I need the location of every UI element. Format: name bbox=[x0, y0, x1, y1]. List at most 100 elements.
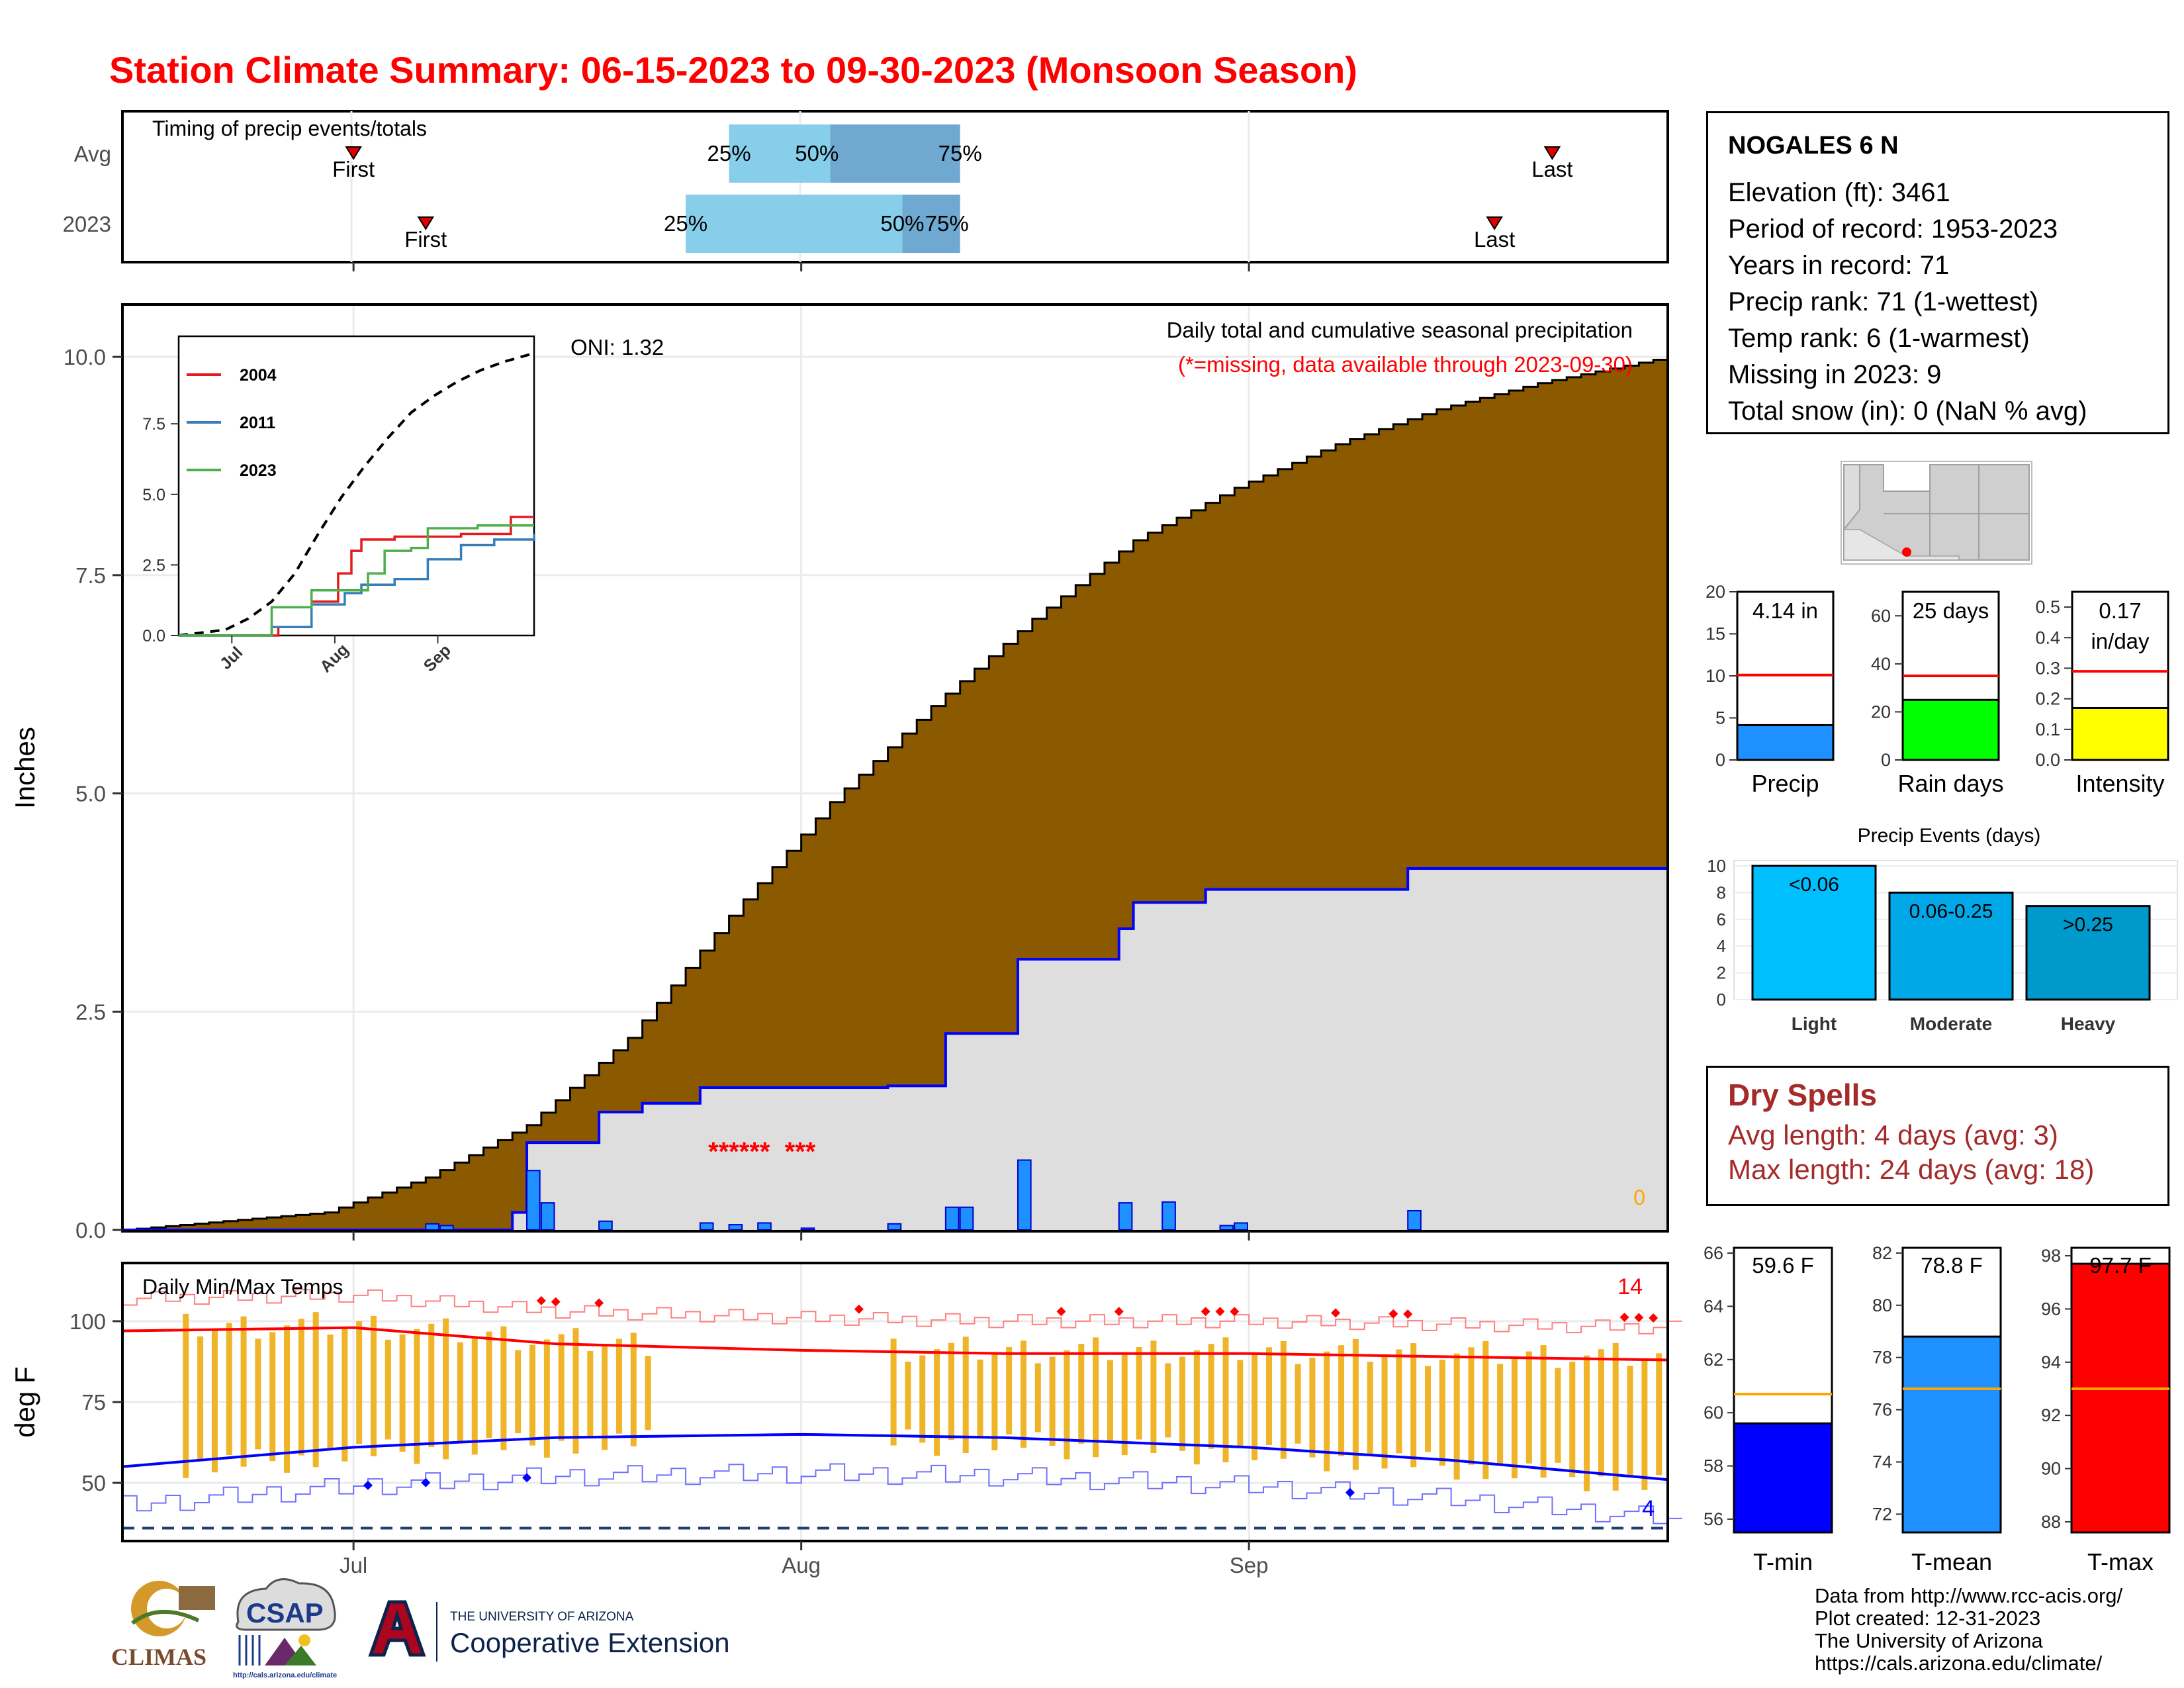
daily-temp-bar bbox=[471, 1336, 478, 1455]
events-y-tick: 6 bbox=[1717, 910, 1726, 929]
record-high-marker bbox=[1619, 1313, 1629, 1323]
daily-temp-bar bbox=[1034, 1363, 1041, 1432]
temp-bar-name: T-max bbox=[2087, 1548, 2154, 1575]
daily-temp-bar bbox=[197, 1336, 204, 1461]
mini-bar-value-unit: in/day bbox=[2091, 629, 2150, 653]
ua-logo: THE UNIVERSITY OF ARIZONA Cooperative Ex… bbox=[368, 1600, 730, 1662]
record-high-marker bbox=[551, 1297, 561, 1307]
daily-temp-bar bbox=[1425, 1366, 1432, 1452]
daily-precip-bar bbox=[887, 1223, 902, 1231]
daily-temp-bar bbox=[1208, 1344, 1214, 1449]
daily-temp-bar bbox=[1093, 1337, 1099, 1458]
mini-bar-y-tick: 20 bbox=[1706, 582, 1725, 602]
daily-temp-bar bbox=[1107, 1360, 1113, 1442]
first-event-label: First bbox=[332, 157, 375, 181]
daily-temp-bar bbox=[1641, 1359, 1648, 1490]
daily-temp-bar bbox=[1295, 1364, 1301, 1444]
station-snow: Total snow (in): 0 (NaN % avg) bbox=[1728, 397, 2087, 426]
daily-temp-bar bbox=[1020, 1340, 1026, 1448]
avg-min-temp-line bbox=[122, 1432, 1668, 1481]
station-elevation: Elevation (ft): 3461 bbox=[1728, 178, 1950, 207]
zero-precip-count: 0 bbox=[1633, 1186, 1645, 1209]
temp-bar-y-tick: 78 bbox=[1872, 1348, 1892, 1368]
inset-legend-label: 2004 bbox=[240, 366, 277, 385]
daily-precip-bar bbox=[944, 1206, 960, 1231]
record-high-marker bbox=[854, 1304, 864, 1314]
daily-temp-bar bbox=[919, 1355, 926, 1443]
record-high-marker bbox=[1201, 1307, 1210, 1317]
daily-temp-bar bbox=[1265, 1347, 1272, 1445]
temp-bar-y-tick: 90 bbox=[2041, 1459, 2061, 1479]
timing-row-label: Avg bbox=[74, 142, 111, 166]
csap-logo: CSAP http://cals.arizona.edu/climate bbox=[233, 1578, 337, 1679]
dry-spells-box: Dry Spells Avg length: 4 days (avg: 3) M… bbox=[1706, 1066, 2169, 1206]
record-high-marker bbox=[594, 1298, 604, 1308]
mini-bar-y-tick: 40 bbox=[1871, 654, 1891, 674]
daily-temp-bar bbox=[515, 1350, 522, 1434]
inset-legend-label: 2023 bbox=[240, 461, 277, 480]
ua-name: THE UNIVERSITY OF ARIZONA bbox=[450, 1610, 634, 1624]
credit-data-source: Data from http://www.rcc-acis.org/ bbox=[1815, 1584, 2123, 1607]
climas-logo: CLIMAS bbox=[111, 1581, 215, 1670]
precip-y-axis-label: Inches bbox=[9, 727, 40, 809]
temp-bar-y-tick: 94 bbox=[2041, 1352, 2061, 1372]
p50-label: 50% bbox=[880, 211, 924, 236]
temp-chart-title: Daily Min/Max Temps bbox=[142, 1275, 343, 1299]
temp-bar-y-tick: 58 bbox=[1704, 1456, 1723, 1476]
daily-temp-bar bbox=[962, 1336, 969, 1454]
daily-temp-bar bbox=[370, 1315, 377, 1456]
timing-row-label: 2023 bbox=[63, 212, 111, 236]
station-info-box: NOGALES 6 N Elevation (ft): 3461 Period … bbox=[1706, 111, 2169, 434]
daily-temp-bar bbox=[1656, 1353, 1662, 1476]
record-high-count: 14 bbox=[1617, 1274, 1643, 1299]
events-bar bbox=[1888, 891, 2014, 1001]
last-event-label: Last bbox=[1531, 157, 1572, 181]
mini-bar-value-label: 4.14 in bbox=[1752, 598, 1818, 623]
daily-precip-bar bbox=[425, 1223, 439, 1231]
inset-series-2023 bbox=[179, 524, 534, 637]
timing-box-lower bbox=[729, 124, 831, 183]
station-precip-rank: Precip rank: 71 (1-wettest) bbox=[1728, 287, 2039, 316]
precip-chart-title: Daily total and cumulative seasonal prec… bbox=[1167, 318, 1633, 342]
p25-label: 25% bbox=[707, 141, 751, 165]
daily-temp-bar bbox=[457, 1342, 463, 1443]
p50-label: 50% bbox=[795, 141, 839, 165]
daily-temp-bar bbox=[500, 1326, 507, 1450]
mini-bar-y-tick: 20 bbox=[1871, 702, 1891, 722]
daily-temp-bar bbox=[991, 1353, 998, 1450]
temp-bar-y-tick: 60 bbox=[1704, 1403, 1723, 1423]
temp-bar-value bbox=[2070, 1262, 2171, 1534]
precip-y-tick: 2.5 bbox=[75, 1000, 106, 1024]
timing-box-upper bbox=[902, 195, 960, 253]
missing-days-marks: ****** *** bbox=[708, 1137, 816, 1166]
record-high-marker bbox=[1230, 1307, 1240, 1317]
timing-box-lower bbox=[686, 195, 903, 253]
temp-bar-y-tick: 66 bbox=[1704, 1243, 1723, 1263]
daily-temp-bar bbox=[1410, 1343, 1417, 1468]
daily-precip-bar bbox=[1161, 1201, 1176, 1231]
daily-temp-bar bbox=[1497, 1364, 1504, 1464]
daily-temp-bar bbox=[226, 1323, 232, 1455]
temp-y-tick: 50 bbox=[81, 1471, 106, 1495]
events-bar-label: <0.06 bbox=[1789, 874, 1839, 896]
daily-temp-bar bbox=[1584, 1355, 1590, 1491]
record-low-count: 4 bbox=[1642, 1496, 1655, 1521]
daily-temp-bar bbox=[1006, 1346, 1013, 1434]
daily-temp-bar bbox=[298, 1319, 304, 1456]
temp-x-tick: Jul bbox=[340, 1553, 367, 1577]
mini-bar-y-tick: 0.0 bbox=[2035, 750, 2060, 770]
daily-temp-bar bbox=[414, 1329, 420, 1464]
mini-bar-name: Rain days bbox=[1897, 770, 2003, 797]
oni-value: ONI: 1.32 bbox=[570, 335, 664, 359]
temp-y-tick: 100 bbox=[69, 1309, 106, 1334]
temp-bar-y-tick: 72 bbox=[1872, 1504, 1892, 1524]
temp-bar-y-tick: 76 bbox=[1872, 1400, 1892, 1420]
mini-bar-y-tick: 10 bbox=[1706, 666, 1725, 686]
dry-avg-length: Avg length: 4 days (avg: 3) bbox=[1728, 1119, 2058, 1150]
daily-temp-bar bbox=[934, 1349, 940, 1456]
daily-temp-bar bbox=[905, 1361, 911, 1430]
daily-temp-bar bbox=[1453, 1353, 1460, 1480]
record-low-marker bbox=[522, 1473, 532, 1483]
timing-box-upper bbox=[830, 124, 960, 183]
temp-bar-y-tick: 80 bbox=[1872, 1295, 1892, 1315]
